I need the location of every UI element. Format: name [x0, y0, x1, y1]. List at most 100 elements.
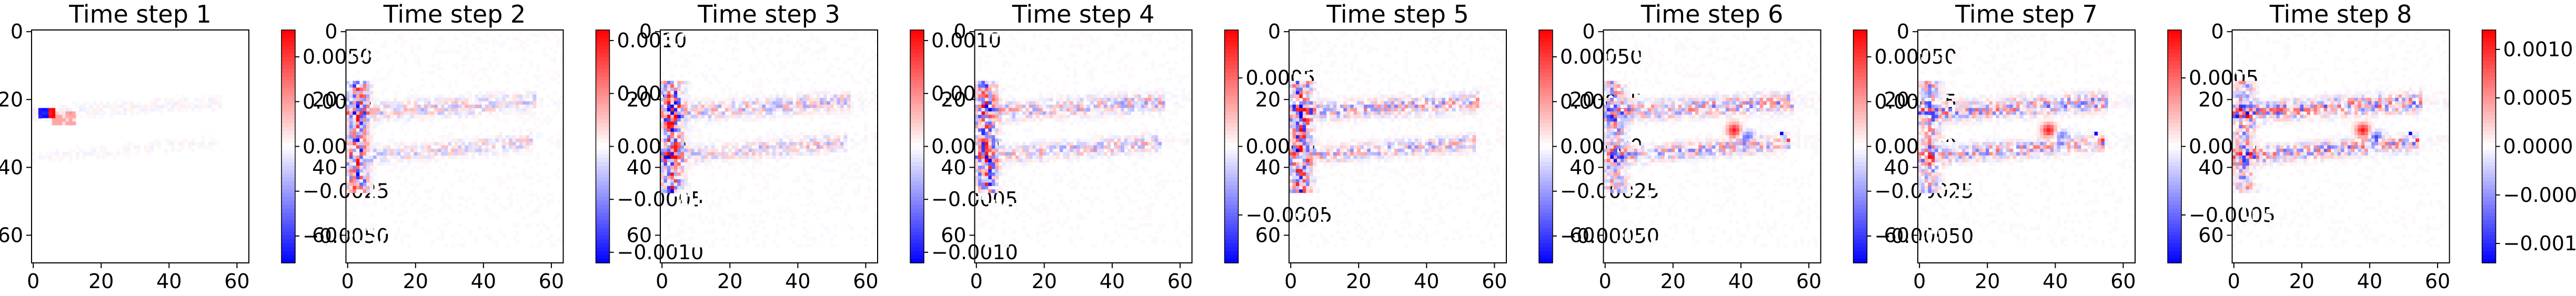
- heatmap-cell: [1107, 131, 1111, 136]
- heatmap-cell: [516, 176, 520, 180]
- heatmap-cell: [673, 155, 678, 159]
- heatmap-cell: [356, 131, 360, 136]
- heatmap-cell: [491, 162, 496, 166]
- colorbar-segment: [596, 158, 610, 162]
- heatmap-cell: [441, 233, 445, 238]
- heatmap-cell: [427, 152, 431, 156]
- heatmap-cell: [346, 104, 350, 109]
- heatmap-cell: [991, 162, 995, 166]
- heatmap-cell: [1107, 182, 1111, 187]
- heatmap-cell: [1107, 135, 1111, 139]
- heatmap-cell: [991, 80, 995, 85]
- heatmap-cell: [670, 67, 675, 72]
- heatmap-cell: [458, 243, 462, 248]
- heatmap-cell: [1144, 192, 1149, 197]
- heatmap-cell: [830, 196, 834, 200]
- heatmap-cell: [991, 189, 995, 193]
- heatmap-cell: [1039, 159, 1043, 163]
- heatmap-cell: [978, 182, 982, 187]
- heatmap-cell: [393, 145, 397, 149]
- heatmap-cell: [65, 152, 69, 156]
- heatmap-cell: [660, 152, 665, 156]
- heatmap-cell: [488, 104, 492, 109]
- heatmap-cell: [356, 237, 360, 241]
- heatmap-cell: [346, 152, 350, 156]
- heatmap-cell: [984, 145, 989, 149]
- heatmap-cell: [680, 182, 685, 187]
- heatmap-cell: [505, 138, 509, 142]
- heatmap-cell: [660, 138, 665, 142]
- heatmap-cell: [546, 192, 550, 197]
- heatmap-cell: [782, 94, 787, 98]
- heatmap-cell: [759, 148, 763, 152]
- heatmap-cell: [857, 47, 861, 51]
- heatmap-cell: [786, 115, 790, 119]
- heatmap-cell: [1080, 152, 1084, 156]
- heatmap-cell: [1073, 54, 1077, 58]
- heatmap-cell: [809, 192, 813, 197]
- heatmap-cell: [553, 57, 557, 61]
- heatmap-cell: [769, 108, 773, 112]
- heatmap-cell: [414, 138, 418, 142]
- heatmap-cell: [529, 33, 534, 37]
- heatmap-cell: [833, 91, 838, 95]
- colorbar-segment: [281, 158, 295, 162]
- heatmap-cell: [1076, 111, 1081, 115]
- heatmap-cell: [516, 70, 520, 75]
- heatmap-cell: [366, 125, 370, 129]
- heatmap-cell: [109, 108, 114, 112]
- heatmap-cell: [502, 206, 506, 210]
- heatmap-cell: [516, 199, 520, 203]
- heatmap-cell: [75, 111, 79, 115]
- heatmap-cell: [684, 176, 688, 180]
- heatmap-cell: [823, 111, 827, 115]
- heatmap-cell: [451, 64, 455, 68]
- heatmap-cell: [1015, 145, 1019, 149]
- heatmap-cell: [1096, 186, 1101, 190]
- colorbar-segment: [281, 119, 295, 124]
- heatmap-cell: [1042, 196, 1046, 200]
- heatmap-cell: [843, 60, 848, 65]
- heatmap-cell: [349, 172, 354, 177]
- heatmap-cell: [974, 172, 979, 177]
- panel-3-heatmap: [660, 30, 878, 248]
- heatmap-cell: [680, 145, 685, 149]
- heatmap-cell: [748, 43, 752, 47]
- heatmap-cell: [779, 189, 783, 193]
- heatmap-cell: [677, 186, 681, 190]
- heatmap-cell: [383, 111, 387, 115]
- heatmap-cell: [82, 152, 86, 156]
- heatmap-cell: [485, 115, 489, 119]
- heatmap-cell: [766, 213, 770, 217]
- heatmap-cell: [420, 152, 425, 156]
- heatmap-cell: [981, 108, 985, 112]
- heatmap-cell: [680, 203, 685, 207]
- heatmap-cell: [684, 84, 688, 88]
- heatmap-cell: [820, 128, 824, 132]
- heatmap-cell: [1073, 98, 1077, 102]
- heatmap-cell: [1063, 87, 1067, 91]
- heatmap-cell: [369, 87, 374, 91]
- heatmap-cell: [711, 166, 715, 170]
- heatmap-cell: [65, 118, 69, 122]
- heatmap-cell: [1148, 196, 1152, 200]
- heatmap-cell: [390, 101, 394, 105]
- heatmap-cell: [1114, 166, 1118, 170]
- heatmap-cell: [853, 131, 858, 136]
- heatmap-cell: [738, 189, 742, 193]
- heatmap-cell: [813, 128, 817, 132]
- heatmap-cell: [353, 108, 357, 112]
- heatmap-cell: [1131, 131, 1135, 136]
- panel-3-title: Time step 3: [697, 0, 840, 28]
- heatmap-cell: [724, 152, 729, 156]
- heatmap-cell: [359, 148, 364, 152]
- heatmap-cell: [481, 152, 486, 156]
- heatmap-cell: [498, 43, 502, 47]
- heatmap-cell: [796, 54, 800, 58]
- heatmap-cell: [776, 176, 780, 180]
- heatmap-cell: [532, 98, 537, 102]
- heatmap-cell: [444, 108, 448, 112]
- heatmap-cell: [1049, 155, 1053, 159]
- heatmap-cell: [1151, 108, 1155, 112]
- heatmap-cell: [72, 111, 76, 115]
